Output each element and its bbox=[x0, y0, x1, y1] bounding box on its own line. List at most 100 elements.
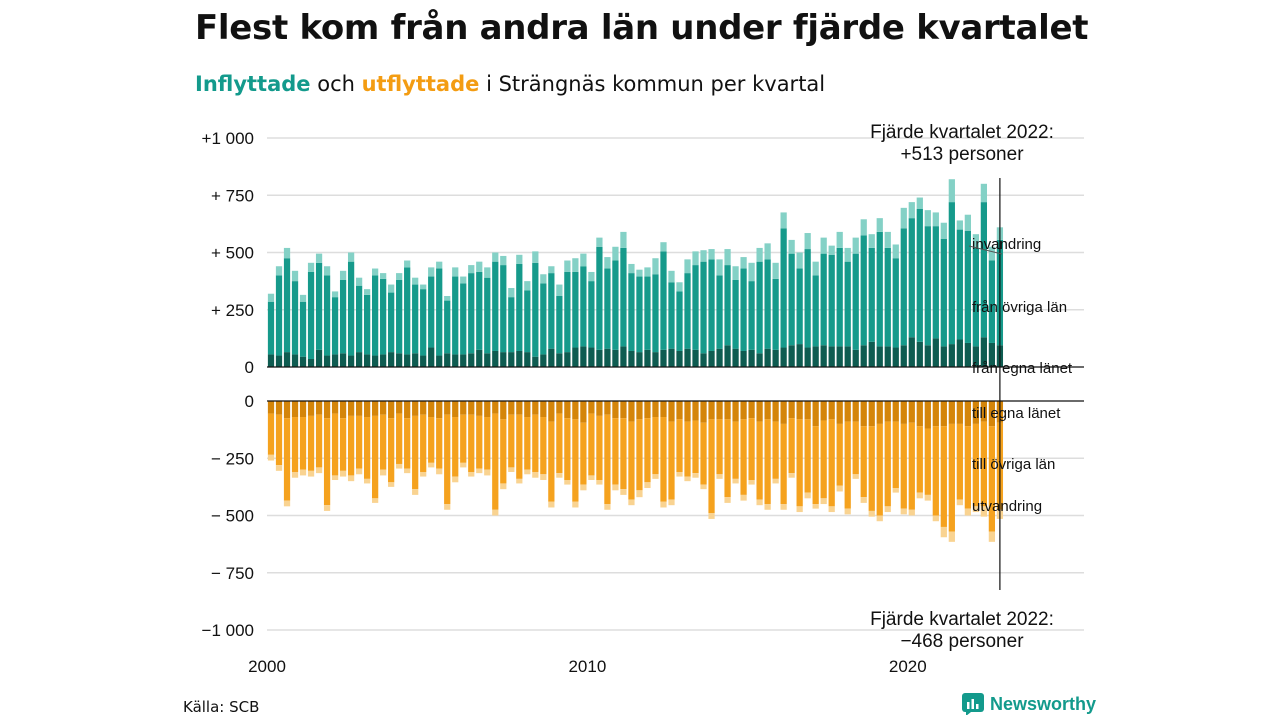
bar-out-emig bbox=[299, 469, 307, 476]
bar-in-immig bbox=[323, 266, 331, 276]
label-fran-ovriga-lan: från övriga län bbox=[972, 299, 1067, 316]
bar-in-immig bbox=[347, 252, 355, 262]
bar-in-local bbox=[380, 354, 387, 367]
bar-in-immig bbox=[620, 231, 627, 248]
bar-out-emig bbox=[275, 465, 283, 471]
bar-in-local bbox=[684, 348, 691, 367]
bar-out-local bbox=[315, 401, 323, 415]
bar-in-immig bbox=[283, 247, 291, 259]
bar-in-local bbox=[636, 352, 643, 367]
bar-out-emig bbox=[812, 504, 819, 509]
bar-in-immig bbox=[315, 253, 323, 263]
bar-out-other bbox=[892, 421, 899, 489]
bar-in-immig bbox=[756, 247, 763, 262]
bar-in-local bbox=[492, 350, 499, 367]
bar-in-other bbox=[788, 253, 795, 346]
bar-out-local bbox=[916, 401, 923, 427]
bar-in-immig bbox=[804, 233, 811, 250]
bar-in-local bbox=[444, 353, 451, 367]
bar-out-local bbox=[339, 401, 347, 419]
bar-out-local bbox=[323, 401, 331, 419]
bar-out-other bbox=[556, 413, 563, 474]
bar-out-other bbox=[980, 421, 988, 507]
bar-out-other bbox=[396, 413, 403, 464]
x-tick-label: 2020 bbox=[889, 657, 927, 676]
bar-in-immig bbox=[516, 254, 523, 264]
bar-in-immig bbox=[380, 273, 387, 279]
bar-in-immig bbox=[812, 261, 819, 276]
label-till-ovriga-lan: till övriga län bbox=[972, 456, 1055, 473]
bar-out-emig bbox=[852, 474, 859, 479]
bar-out-local bbox=[307, 401, 315, 416]
bar-in-local bbox=[964, 342, 971, 367]
bar-in-other bbox=[972, 247, 979, 347]
bar-out-local bbox=[540, 401, 547, 418]
bar-out-local bbox=[988, 401, 996, 427]
bar-out-local bbox=[372, 401, 379, 416]
bar-out-local bbox=[852, 401, 859, 422]
bar-out-other bbox=[764, 419, 771, 505]
bar-out-local bbox=[644, 401, 651, 419]
bar-out-other bbox=[307, 415, 315, 471]
bar-in-immig bbox=[412, 277, 419, 285]
bar-in-local bbox=[267, 354, 275, 367]
bar-in-immig bbox=[596, 237, 603, 247]
bar-out-local bbox=[652, 401, 659, 418]
y-tick-label: − 500 bbox=[211, 507, 254, 526]
bar-out-emig bbox=[804, 492, 811, 499]
bar-in-local bbox=[796, 344, 803, 367]
bar-in-other bbox=[307, 271, 315, 359]
bar-out-local bbox=[444, 401, 451, 415]
bar-out-other bbox=[788, 418, 795, 474]
bar-in-immig bbox=[436, 261, 443, 269]
bar-in-other bbox=[780, 228, 787, 348]
bar-in-local bbox=[980, 337, 988, 367]
bar-in-immig bbox=[668, 270, 675, 283]
bar-out-local bbox=[700, 401, 707, 423]
bar-out-local bbox=[724, 401, 731, 420]
bar-in-immig bbox=[307, 262, 315, 272]
bar-out-emig bbox=[339, 470, 347, 477]
bar-out-emig bbox=[780, 504, 787, 510]
bar-out-emig bbox=[932, 515, 939, 522]
bar-in-immig bbox=[372, 268, 379, 276]
gridlines bbox=[267, 137, 1084, 631]
bar-in-other bbox=[964, 230, 971, 343]
bar-in-other bbox=[916, 208, 923, 342]
bar-in-immig bbox=[948, 179, 955, 203]
bar-in-other bbox=[339, 279, 347, 354]
bar-out-emig bbox=[948, 531, 955, 542]
bar-in-other bbox=[540, 283, 547, 355]
bar-out-emig bbox=[516, 478, 523, 484]
bar-in-other bbox=[820, 253, 827, 346]
bar-out-local bbox=[748, 401, 755, 419]
bar-out-emig bbox=[868, 510, 875, 517]
bar-out-other bbox=[924, 428, 931, 495]
chart-logo-icon bbox=[962, 693, 984, 715]
bar-in-immig bbox=[460, 276, 467, 284]
label-invandring: invandring bbox=[972, 236, 1041, 253]
bar-in-immig bbox=[572, 258, 579, 272]
bar-in-other bbox=[564, 271, 571, 353]
y-tick-label: 0 bbox=[245, 358, 254, 377]
bar-out-other bbox=[684, 421, 691, 477]
bar-in-other bbox=[884, 247, 891, 347]
y-tick-label: + 750 bbox=[211, 186, 254, 205]
bar-in-immig bbox=[540, 274, 547, 284]
annotations: Fjärde kvartalet 2022:+513 personerFjärd… bbox=[870, 122, 1073, 652]
bar-out-other bbox=[580, 422, 587, 485]
bar-out-local bbox=[908, 401, 915, 423]
bar-in-local bbox=[363, 354, 371, 367]
bar-in-other bbox=[868, 247, 875, 342]
bar-out-emig bbox=[548, 501, 555, 508]
bar-out-other bbox=[852, 421, 859, 475]
bar-in-other bbox=[708, 259, 715, 351]
bar-out-other bbox=[355, 415, 363, 469]
bar-in-immig bbox=[428, 267, 435, 277]
bar-out-local bbox=[668, 401, 675, 422]
bar-out-other bbox=[492, 413, 499, 510]
bar-in-local bbox=[524, 352, 531, 367]
bar-out-emig bbox=[636, 490, 643, 498]
bar-in-immig bbox=[980, 183, 988, 203]
bar-out-other bbox=[388, 418, 395, 483]
